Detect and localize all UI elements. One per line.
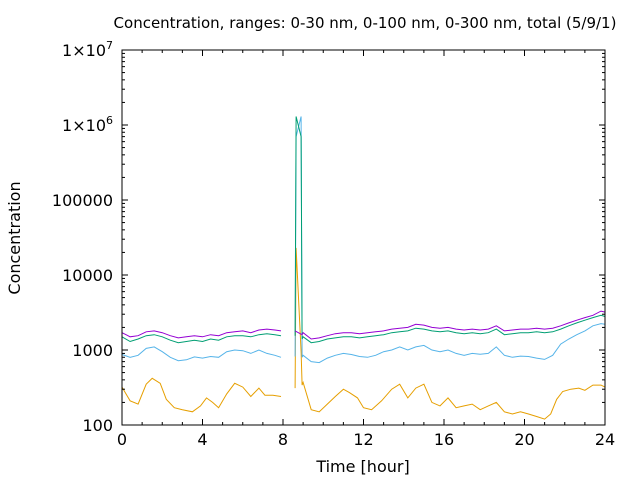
y-axis-label: Concentration: [5, 181, 24, 294]
series-2-segment-2: [294, 116, 606, 364]
chart-title: Concentration, ranges: 0-30 nm, 0-100 nm…: [114, 14, 617, 32]
y-tick-label: 100000: [52, 191, 113, 210]
series-3-segment-1: [121, 333, 282, 344]
x-tick-label: 0: [117, 430, 127, 449]
x-axis-label: Time [hour]: [315, 457, 409, 476]
x-axis-ticks: 0 4 8 12 16 20 24: [117, 50, 615, 449]
series-4-segment-2: [294, 310, 606, 340]
series-1-segment-2: [294, 247, 606, 420]
x-tick-label: 8: [278, 430, 288, 449]
plot-frame: [121, 49, 606, 426]
x-tick-label: 24: [595, 430, 615, 449]
y-axis-ticks: 100 1000 10000 100000 1×106 1×107: [52, 39, 605, 435]
y-tick-label: 100: [82, 416, 113, 435]
series-3-segment-2: [294, 116, 606, 344]
x-tick-label: 20: [514, 430, 534, 449]
y-tick-label: 1×107: [62, 39, 113, 60]
y-tick-label: 10000: [62, 266, 113, 285]
series-2-segment-1: [121, 346, 282, 362]
series-1-segment-1: [121, 377, 282, 413]
x-tick-label: 12: [353, 430, 373, 449]
y-tick-label: 1000: [72, 341, 113, 360]
y-tick-label: 1×106: [62, 114, 113, 135]
x-tick-label: 16: [434, 430, 454, 449]
series-4-segment-1: [121, 328, 282, 339]
series-layer: [121, 116, 606, 420]
x-tick-label: 4: [197, 430, 207, 449]
